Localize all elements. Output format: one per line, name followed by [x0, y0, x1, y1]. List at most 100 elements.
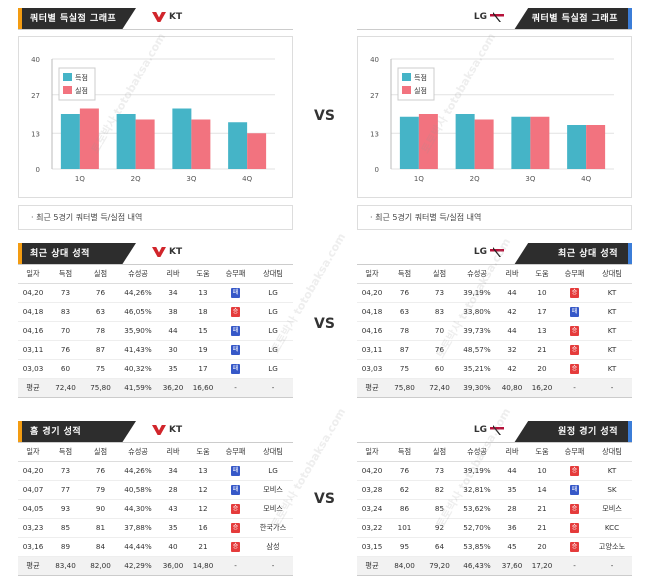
table-row: 04,16 78 70 39,73% 44 13 승 KT	[357, 321, 632, 341]
column-header: 실점	[83, 265, 118, 284]
lg-logo-icon	[490, 425, 504, 435]
table-row: 03,16 89 84 44,44% 40 21 승 삼성	[18, 537, 293, 557]
lg-recent-panel: 최근 상대 성적 LG	[357, 243, 632, 265]
table-cell: 76	[83, 283, 118, 303]
table-cell: 78	[83, 321, 118, 341]
y-tick-label: 27	[370, 92, 379, 100]
table-row: 03,03 60 75 40,32% 35 17 패 LG	[18, 359, 293, 379]
table-cell: 44,44%	[118, 537, 158, 557]
panel-title: 최근 상대 성적	[514, 243, 632, 265]
bar-scored	[228, 122, 248, 169]
table-cell: SK	[592, 480, 632, 500]
table-cell: 17,20	[527, 556, 557, 576]
table-cell: 04,20	[18, 283, 48, 303]
table-cell: 83,40	[48, 556, 83, 576]
lg-quarter-panel: 쿼터별 득실점 그래프 LG 0 13 27 40 1Q 2Q 3Q 4Q 득점 실점 · 최근 …	[357, 8, 632, 230]
column-header: 득점	[387, 265, 422, 284]
table-cell: 87	[387, 340, 422, 360]
table-cell: 72,40	[48, 378, 83, 398]
table-cell: 37,60	[497, 556, 527, 576]
table-cell: 85	[422, 499, 457, 519]
bar-scored	[511, 116, 531, 169]
table-cell: 73	[422, 283, 457, 303]
table-row: 03,11 87 76 48,57% 32 21 승 KT	[357, 340, 632, 360]
kt-logo-icon	[152, 247, 166, 257]
table-row: 03,15 95 64 53,85% 45 20 승 고양소노	[357, 537, 632, 557]
lg-logo-icon	[490, 247, 504, 257]
column-header: 도움	[527, 443, 557, 462]
chart-footnote: · 최근 5경기 쿼터별 득/실점 내역	[357, 205, 632, 230]
table-cell: 20	[527, 359, 557, 379]
table-cell: KCC	[592, 518, 632, 538]
win-badge: 승	[231, 504, 240, 514]
table-cell: LG	[253, 302, 293, 322]
table-cell: 53,85%	[457, 537, 497, 557]
average-row: 평균 84,00 79,20 46,43% 37,60 17,20- -	[357, 556, 632, 576]
table-cell: 38	[158, 302, 188, 322]
y-tick-label: 13	[370, 130, 379, 138]
bar-scored	[116, 114, 136, 169]
table-cell: 30	[158, 340, 188, 360]
table-cell: 패	[218, 461, 253, 481]
team-label: KT	[152, 247, 182, 257]
table-cell: 63	[83, 302, 118, 322]
column-header: 도움	[188, 443, 218, 462]
table-cell: 95	[387, 537, 422, 557]
table-cell: 21	[188, 537, 218, 557]
table-cell: 04,20	[357, 461, 387, 481]
table-row: 04,20 76 73 39,19% 44 10 승 KT	[357, 283, 632, 303]
lg-quarter-chart: 0 13 27 40 1Q 2Q 3Q 4Q 득점 실점	[357, 36, 632, 198]
panel-header: 원정 경기 성적 LG	[357, 421, 632, 443]
table-cell: 76	[83, 461, 118, 481]
table-cell: 44	[158, 321, 188, 341]
table-cell: 42,29%	[118, 556, 158, 576]
win-badge: 승	[570, 523, 579, 533]
table-cell: 46,05%	[118, 302, 158, 322]
table-cell: 83	[422, 302, 457, 322]
table-cell: 28	[158, 480, 188, 500]
table-cell: -	[253, 556, 293, 576]
panel-title: 최근 상대 성적	[18, 243, 136, 265]
column-header: 리바	[497, 443, 527, 462]
table-cell: 86	[387, 499, 422, 519]
loss-badge: 패	[570, 307, 579, 317]
table-cell: 04,18	[357, 302, 387, 322]
bar-conceded	[135, 119, 155, 169]
table-cell: 12	[188, 480, 218, 500]
win-badge: 승	[231, 307, 240, 317]
table-cell: 승	[557, 499, 592, 519]
table-cell: 04,18	[18, 302, 48, 322]
x-tick-label: 3Q	[186, 175, 196, 183]
column-header: 승무패	[557, 443, 592, 462]
table-cell: 04,05	[18, 499, 48, 519]
table-cell: 패	[218, 321, 253, 341]
table-row: 04,18 83 63 46,05% 38 18 승 LG	[18, 302, 293, 322]
table-cell: 03,03	[357, 359, 387, 379]
table-cell: 101	[387, 518, 422, 538]
table-cell: 35,21%	[457, 359, 497, 379]
column-header: 리바	[158, 443, 188, 462]
x-tick-label: 2Q	[470, 175, 480, 183]
bar-conceded	[474, 119, 494, 169]
table-cell: 77	[48, 480, 83, 500]
table-cell: 43	[158, 499, 188, 519]
table-cell: LG	[253, 283, 293, 303]
lg-away-table: 일자 득점 실점 슈성공 리바 도움 승무패 상대팀 04,20 76 73 39,19% 44 10 승 K…	[357, 443, 632, 576]
table-cell: 44,26%	[118, 283, 158, 303]
table-cell: 평균	[18, 556, 48, 576]
table-cell: 75,80	[387, 378, 422, 398]
column-header: 슈성공	[118, 443, 158, 462]
column-header: 슈성공	[457, 265, 497, 284]
table-cell: 승	[218, 537, 253, 557]
panel-header: 쿼터별 득실점 그래프 LG	[357, 8, 632, 30]
table-cell: 04,16	[18, 321, 48, 341]
loss-badge: 패	[231, 288, 240, 298]
win-badge: 승	[570, 288, 579, 298]
table-cell: LG	[253, 461, 293, 481]
vs-label: VS	[314, 108, 335, 124]
column-header: 실점	[422, 443, 457, 462]
table-cell: 76	[387, 461, 422, 481]
table-cell: 46,43%	[457, 556, 497, 576]
table-cell: -	[218, 378, 253, 398]
